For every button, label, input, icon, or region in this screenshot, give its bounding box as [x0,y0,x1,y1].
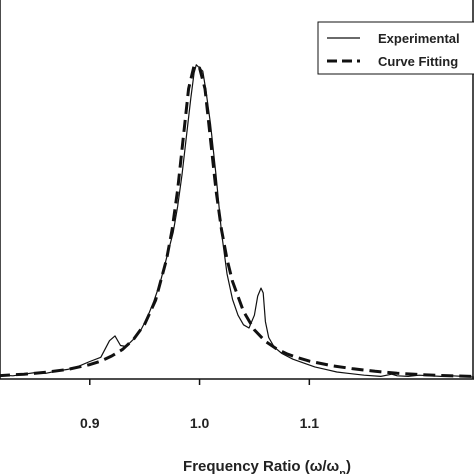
legend-label-curve-fitting: Curve Fitting [378,54,458,69]
plot-lines [0,64,474,378]
series-line-experimental [0,64,474,378]
legend-label-experimental: Experimental [378,31,460,46]
legend-box [317,21,474,75]
x-axis-title: Frequency Ratio (ω/ωn) [183,458,351,474]
x-axis-title-main: Frequency Ratio (ω/ω [183,458,340,474]
legend: Experimental Curve Fitting [317,21,474,75]
x-axis-title-close: ) [346,458,351,474]
x-tick-label: 1.0 [190,415,210,431]
x-ticks: 0.80.91.01.1 [80,379,320,431]
series-line-curve-fitting [0,64,474,378]
x-tick-label: 0.9 [80,415,100,431]
x-axis-title-subscript: n [339,468,346,474]
x-tick-label: 1.1 [300,415,320,431]
